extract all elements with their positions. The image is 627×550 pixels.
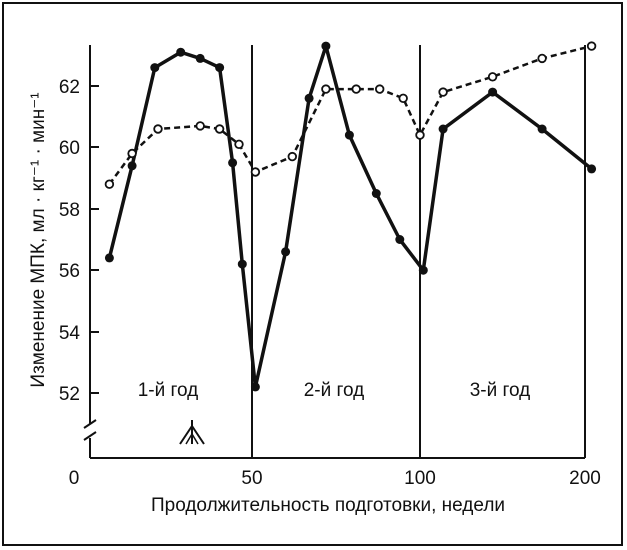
y-ticks (90, 85, 99, 394)
x-tick-label: 50 (241, 468, 262, 489)
data-point-filled (150, 63, 160, 73)
y-tick-label: 54 (59, 323, 81, 344)
period-label-year-1: 1-й год (138, 380, 199, 401)
y-tick-labels: 52 54 56 58 60 62 (59, 77, 81, 405)
data-point-open (438, 87, 448, 97)
data-point-filled (488, 87, 498, 97)
axis-break-mark (83, 419, 97, 441)
data-point-open (321, 84, 331, 94)
data-point-open (415, 130, 425, 140)
series-layer (104, 41, 597, 392)
data-point-open (586, 41, 597, 51)
data-point-open (153, 124, 163, 134)
y-tick-label: 62 (59, 77, 80, 98)
y-tick-label: 60 (59, 138, 80, 159)
data-point-filled (104, 253, 114, 263)
x-tick-label: 200 (569, 468, 601, 489)
data-point-filled (127, 161, 137, 171)
data-point-filled (395, 235, 405, 244)
data-point-filled (215, 63, 225, 73)
data-point-filled (438, 124, 448, 134)
arrow-marker-icon (179, 420, 205, 445)
data-point-filled (344, 130, 354, 140)
data-point-open (351, 84, 361, 94)
data-point-open (214, 124, 225, 134)
x-tick-labels: 0 50 100 200 (69, 468, 601, 489)
data-point-filled (237, 259, 247, 269)
data-point-open (537, 53, 547, 64)
data-point-open (375, 84, 385, 94)
series-line-dashed (108, 44, 592, 185)
data-point-filled (228, 158, 238, 168)
x-tick-label: 0 (69, 468, 80, 489)
y-tick-label: 56 (59, 261, 80, 282)
y-tick-label: 52 (59, 384, 80, 405)
data-point-open (287, 151, 297, 162)
data-point-filled (537, 124, 547, 134)
data-point-filled (371, 189, 381, 198)
data-point-filled (176, 47, 186, 57)
data-point-open (234, 139, 244, 149)
series-line-solid (107, 44, 593, 389)
period-label-year-3: 3-й год (470, 380, 531, 401)
data-point-open (398, 93, 408, 103)
data-point-filled (195, 53, 205, 63)
y-tick-label: 58 (59, 200, 80, 221)
data-point-filled (587, 164, 597, 174)
x-tick-label: 100 (404, 468, 436, 489)
data-point-filled (418, 265, 428, 275)
data-point-filled (281, 247, 291, 257)
data-point-open (250, 167, 261, 177)
x-axis-title: Продолжительность подготовки, недели (151, 495, 505, 516)
data-point-filled (250, 382, 260, 392)
data-point-filled (304, 93, 314, 103)
data-point-open (104, 179, 115, 189)
y-axis-title: Изменение МПК, мл · кг⁻¹ · мин⁻¹ (28, 92, 49, 387)
data-point-open (127, 148, 137, 159)
data-point-open (487, 72, 498, 82)
period-label-year-2: 2-й год (304, 380, 365, 401)
data-point-open (195, 121, 205, 131)
data-point-filled (321, 41, 331, 51)
